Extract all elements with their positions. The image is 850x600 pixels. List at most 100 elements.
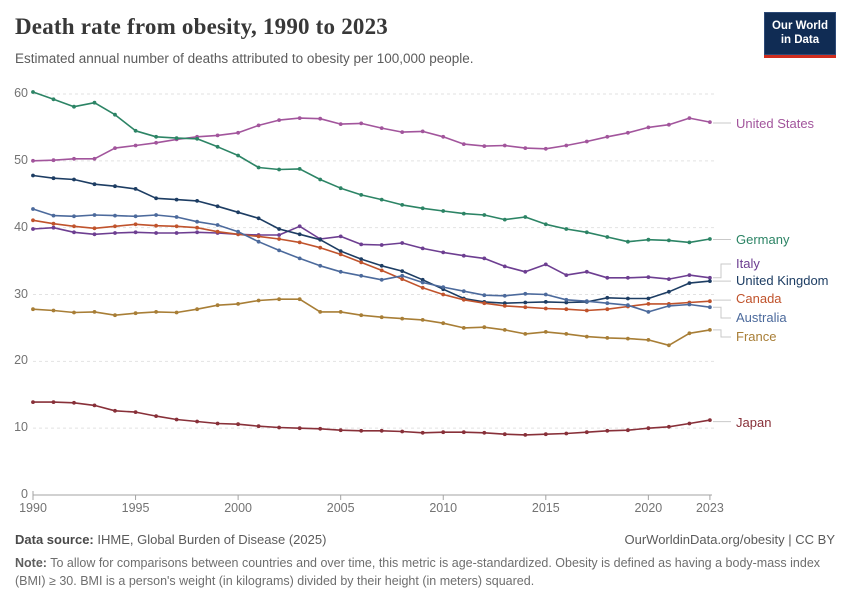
data-point-australia[interactable] (626, 303, 630, 308)
data-point-united-kingdom[interactable] (420, 277, 425, 282)
data-point-italy[interactable] (646, 275, 651, 279)
data-point-italy[interactable] (277, 233, 281, 237)
data-point-united-kingdom[interactable] (154, 196, 159, 201)
data-point-united-states[interactable] (400, 130, 405, 135)
data-point-japan[interactable] (72, 400, 76, 405)
data-point-australia[interactable] (687, 302, 692, 307)
data-point-japan[interactable] (667, 424, 671, 429)
data-point-japan[interactable] (51, 400, 56, 404)
data-point-germany[interactable] (543, 222, 548, 227)
data-point-japan[interactable] (318, 426, 323, 431)
data-point-italy[interactable] (605, 275, 610, 280)
data-point-italy[interactable] (461, 253, 466, 258)
data-point-france[interactable] (646, 338, 651, 342)
data-point-japan[interactable] (708, 418, 712, 422)
data-point-france[interactable] (461, 326, 466, 330)
data-point-germany[interactable] (584, 230, 589, 235)
data-point-france[interactable] (584, 334, 589, 339)
data-point-japan[interactable] (174, 417, 179, 422)
data-point-united-states[interactable] (502, 143, 507, 148)
data-point-japan[interactable] (482, 430, 487, 435)
data-point-japan[interactable] (379, 428, 384, 433)
data-point-united-states[interactable] (133, 143, 138, 148)
data-point-japan[interactable] (236, 422, 241, 427)
data-point-australia[interactable] (133, 214, 138, 219)
data-point-germany[interactable] (236, 153, 241, 158)
data-point-italy[interactable] (113, 231, 117, 235)
data-point-united-kingdom[interactable] (51, 176, 56, 181)
data-point-germany[interactable] (113, 112, 117, 117)
data-point-italy[interactable] (584, 269, 589, 274)
data-point-united-states[interactable] (543, 146, 548, 151)
data-point-japan[interactable] (441, 430, 446, 435)
owid-url-link[interactable]: OurWorldinData.org/obesity (624, 532, 785, 547)
data-point-australia[interactable] (523, 291, 528, 296)
data-point-united-kingdom[interactable] (400, 269, 405, 273)
data-point-italy[interactable] (400, 241, 405, 245)
data-point-united-kingdom[interactable] (31, 173, 35, 178)
data-point-italy[interactable] (626, 275, 630, 280)
data-point-germany[interactable] (31, 90, 35, 94)
data-point-germany[interactable] (51, 97, 56, 102)
data-point-italy[interactable] (708, 275, 712, 280)
data-point-germany[interactable] (687, 240, 692, 245)
data-point-united-kingdom[interactable] (605, 295, 610, 300)
data-point-italy[interactable] (195, 230, 200, 235)
data-point-australia[interactable] (400, 273, 405, 278)
legend-label-united-states[interactable]: United States (736, 116, 815, 131)
data-point-united-states[interactable] (626, 130, 630, 135)
data-point-germany[interactable] (441, 209, 446, 213)
data-point-france[interactable] (605, 336, 610, 340)
data-point-united-states[interactable] (461, 142, 466, 147)
data-point-italy[interactable] (379, 243, 384, 247)
data-point-canada[interactable] (297, 240, 302, 245)
data-point-germany[interactable] (318, 177, 323, 182)
data-point-australia[interactable] (174, 215, 179, 219)
data-point-canada[interactable] (318, 245, 323, 250)
data-point-japan[interactable] (543, 432, 548, 437)
data-point-united-kingdom[interactable] (359, 257, 364, 261)
data-point-canada[interactable] (277, 237, 281, 241)
data-point-united-kingdom[interactable] (708, 279, 712, 283)
data-point-germany[interactable] (92, 100, 97, 105)
legend-label-united-kingdom[interactable]: United Kingdom (736, 273, 829, 288)
data-point-france[interactable] (420, 318, 425, 322)
data-point-australia[interactable] (277, 248, 281, 253)
data-point-france[interactable] (113, 313, 117, 318)
data-point-canada[interactable] (708, 299, 712, 304)
data-point-germany[interactable] (256, 165, 261, 170)
data-point-france[interactable] (687, 331, 692, 336)
data-point-canada[interactable] (154, 223, 159, 228)
data-point-germany[interactable] (461, 211, 466, 216)
data-point-united-kingdom[interactable] (215, 204, 220, 209)
data-point-japan[interactable] (584, 430, 589, 435)
data-point-france[interactable] (92, 310, 97, 314)
data-point-united-states[interactable] (584, 139, 589, 144)
data-point-germany[interactable] (359, 193, 364, 197)
data-point-canada[interactable] (92, 226, 97, 231)
data-point-canada[interactable] (379, 268, 384, 273)
data-point-united-kingdom[interactable] (564, 300, 569, 305)
series-line-united-states[interactable] (32, 117, 711, 162)
legend-label-france[interactable]: France (736, 329, 777, 344)
data-point-australia[interactable] (441, 285, 446, 289)
data-point-japan[interactable] (195, 419, 200, 424)
data-point-japan[interactable] (461, 430, 466, 435)
data-point-japan[interactable] (31, 400, 35, 404)
data-point-australia[interactable] (338, 269, 343, 274)
legend-label-australia[interactable]: Australia (736, 310, 787, 325)
data-point-france[interactable] (72, 310, 76, 315)
data-point-canada[interactable] (502, 304, 507, 308)
data-point-united-states[interactable] (51, 158, 56, 163)
data-point-italy[interactable] (338, 234, 343, 239)
data-point-france[interactable] (195, 307, 200, 312)
data-point-italy[interactable] (359, 242, 364, 247)
data-point-canada[interactable] (236, 232, 241, 237)
data-point-italy[interactable] (297, 224, 302, 229)
data-point-canada[interactable] (174, 224, 179, 229)
data-point-canada[interactable] (441, 292, 446, 297)
data-point-germany[interactable] (133, 128, 138, 133)
data-point-italy[interactable] (564, 273, 569, 277)
data-point-italy[interactable] (133, 230, 138, 235)
data-point-canada[interactable] (256, 234, 261, 239)
